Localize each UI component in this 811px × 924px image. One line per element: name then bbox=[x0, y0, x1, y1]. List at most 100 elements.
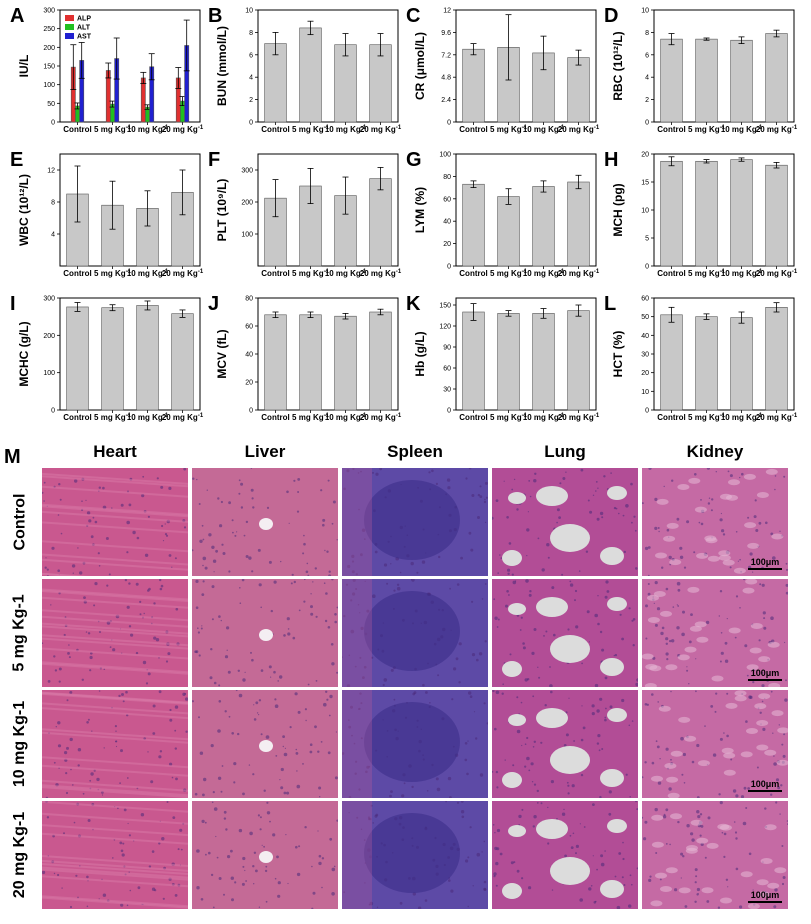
category-label: Control bbox=[63, 269, 91, 278]
y-tick-label: 60 bbox=[245, 324, 253, 331]
category-label: 10 mg Kg-1 bbox=[325, 413, 367, 422]
category-label: 20 mg Kg-1 bbox=[558, 269, 600, 278]
histology-image-spleen-2 bbox=[342, 690, 488, 798]
chart-panel-j: J MCV (fL) 0 20 40 60 80 Control 5 mg Kg-110 mg … bbox=[208, 293, 402, 422]
histology-image-heart-3 bbox=[42, 801, 188, 909]
y-tick-label: 0 bbox=[447, 120, 451, 127]
y-tick-label: 12 bbox=[47, 168, 55, 175]
y-tick-label: 4.8 bbox=[441, 75, 451, 82]
panel-letter-m: M bbox=[4, 446, 21, 468]
group-label: 5 mg Kg-1 bbox=[2, 579, 38, 687]
category-label: 5 mg Kg-1 bbox=[688, 413, 726, 422]
category-label: Control bbox=[459, 413, 487, 422]
legend-label: AST bbox=[77, 34, 92, 41]
scale-bar-label: 100μm bbox=[750, 668, 780, 678]
y-tick-label: 60 bbox=[443, 196, 451, 203]
bar-k-2 bbox=[532, 313, 555, 411]
y-tick-label: 0 bbox=[447, 264, 451, 271]
y-tick-label: 0 bbox=[645, 120, 649, 127]
category-label: 10 mg Kg-1 bbox=[325, 125, 367, 134]
y-tick-label: 20 bbox=[443, 241, 451, 248]
legend-swatch-alt bbox=[65, 24, 74, 30]
histology-image-kidney-2: 100μm bbox=[642, 690, 788, 798]
bar-c-0 bbox=[462, 48, 485, 123]
y-tick-label: 6 bbox=[645, 52, 649, 59]
histology-image-heart-2 bbox=[42, 690, 188, 798]
y-axis-label: MCHC (g/L) bbox=[17, 321, 31, 386]
scale-bar-label: 100μm bbox=[750, 890, 780, 900]
y-tick-label: 150 bbox=[43, 64, 55, 71]
y-tick-label: 50 bbox=[641, 314, 649, 321]
histology-image-liver-3 bbox=[192, 801, 338, 909]
category-label: 20 mg Kg-1 bbox=[756, 413, 798, 422]
category-label: 20 mg Kg-1 bbox=[162, 269, 204, 278]
chart-panel-d: D RBC (10¹²/L) 0 2 4 6 8 10 Control 5 mg Kg-110 m… bbox=[604, 5, 798, 134]
histology-image-heart-1 bbox=[42, 579, 188, 687]
y-tick-label: 200 bbox=[43, 333, 55, 340]
legend-swatch-ast bbox=[65, 33, 74, 39]
bar-c-3 bbox=[567, 57, 590, 123]
histology-image-kidney-0: 100μm bbox=[642, 468, 788, 576]
y-tick-label: 250 bbox=[43, 26, 55, 33]
y-tick-label: 80 bbox=[245, 296, 253, 303]
histology-image-liver-1 bbox=[192, 579, 338, 687]
bar-g-1 bbox=[497, 196, 520, 267]
category-label: Control bbox=[261, 413, 289, 422]
histology-image-spleen-1 bbox=[342, 579, 488, 687]
plot-frame bbox=[257, 9, 399, 123]
panel-letter: B bbox=[208, 5, 222, 27]
category-label: 10 mg Kg-1 bbox=[721, 269, 763, 278]
category-label: Control bbox=[63, 125, 91, 134]
scale-bar: 100μm bbox=[748, 779, 782, 792]
y-axis-label: LYM (%) bbox=[413, 187, 427, 233]
panel-letter: K bbox=[406, 293, 421, 315]
bar-g-3 bbox=[567, 181, 590, 267]
histology-image-lung-2 bbox=[492, 690, 638, 798]
category-label: 10 mg Kg-1 bbox=[127, 125, 169, 134]
y-axis-label: IU/L bbox=[17, 55, 31, 78]
bar-d-0 bbox=[660, 38, 683, 123]
y-axis-label: RBC (10¹²/L) bbox=[611, 31, 625, 100]
y-tick-label: 6 bbox=[249, 52, 253, 59]
y-tick-label: 4 bbox=[645, 75, 649, 82]
bar-b-1 bbox=[299, 27, 322, 123]
group-label: 10 mg Kg-1 bbox=[2, 690, 38, 798]
bar-h-3 bbox=[765, 164, 788, 267]
y-tick-label: 30 bbox=[641, 352, 649, 359]
organ-title-kidney: Kidney bbox=[686, 442, 744, 461]
scale-bar-line bbox=[748, 679, 782, 681]
histology-image-lung-0 bbox=[492, 468, 638, 576]
scale-bar: 100μm bbox=[748, 668, 782, 681]
organ-title-liver: Liver bbox=[244, 442, 286, 461]
y-tick-label: 150 bbox=[439, 303, 451, 310]
bar-j-3 bbox=[369, 311, 392, 411]
organ-title-lung: Lung bbox=[544, 442, 586, 461]
y-tick-label: 7.2 bbox=[441, 52, 451, 59]
scale-bar: 100μm bbox=[748, 890, 782, 903]
bar-i-3 bbox=[171, 313, 194, 411]
bar-h-1 bbox=[695, 160, 718, 267]
y-tick-label: 0 bbox=[51, 120, 55, 127]
category-label: 20 mg Kg-1 bbox=[162, 413, 204, 422]
histology-image-kidney-3: 100μm bbox=[642, 801, 788, 909]
y-tick-label: 10 bbox=[641, 389, 649, 396]
y-tick-label: 0 bbox=[51, 408, 55, 415]
bar-d-3 bbox=[765, 33, 788, 123]
organ-title-spleen: Spleen bbox=[387, 442, 443, 461]
category-label: Control bbox=[657, 269, 685, 278]
category-label: 5 mg Kg-1 bbox=[94, 413, 132, 422]
category-label: 5 mg Kg-1 bbox=[94, 125, 132, 134]
y-tick-label: 40 bbox=[641, 333, 649, 340]
chart-panel-h: H MCH (pg) 0 5 10 15 20 Control 5 mg Kg-110 mg K… bbox=[604, 149, 798, 278]
panel-letter: D bbox=[604, 5, 618, 27]
chart-panel-c: C CR (μmol/L) 0 2.4 4.8 7.2 9.6 12 Control 5 mg K… bbox=[406, 5, 600, 134]
histology-image-lung-3 bbox=[492, 801, 638, 909]
category-label: Control bbox=[459, 125, 487, 134]
y-tick-label: 0 bbox=[447, 408, 451, 415]
category-label: 10 mg Kg-1 bbox=[325, 269, 367, 278]
y-axis-label: HCT (%) bbox=[611, 331, 625, 378]
category-label: 10 mg Kg-1 bbox=[721, 413, 763, 422]
histology-image-spleen-3 bbox=[342, 801, 488, 909]
category-label: Control bbox=[261, 125, 289, 134]
